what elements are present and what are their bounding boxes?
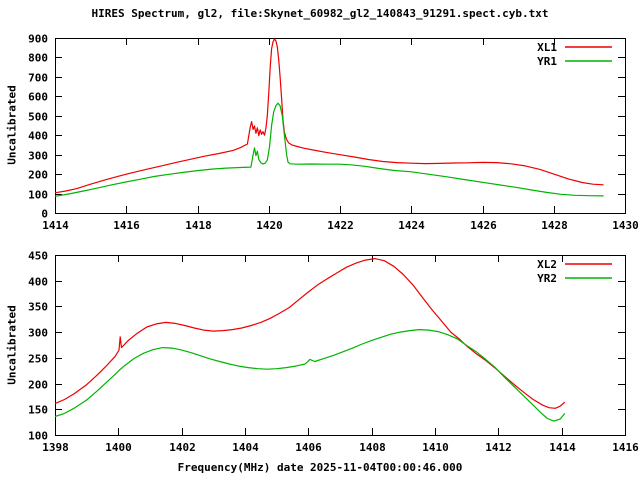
series-XL1-line [54,38,604,194]
y-tick-label: 450 [28,250,48,263]
x-axis-ticks [55,38,626,213]
x-tick-label: 1408 [359,441,386,454]
y-tick-label: 800 [28,52,48,65]
y-tick-label: 0 [41,208,48,221]
legend-label-XL1: XL1 [537,41,557,54]
y-tick-label: 700 [28,72,48,85]
y-tick-label: 600 [28,91,48,104]
y-tick-label: 100 [28,189,48,202]
legend-label-YR1: YR1 [537,55,557,68]
x-tick-label: 1424 [398,219,425,232]
x-tick-label: 1416 [113,219,140,232]
series-YR1-line [54,102,604,197]
y-tick-label: 400 [28,130,48,143]
bottom-spectrum-chart: 1398 1400 1402 1404 1406 1408 1410 1412 1414 1416… [28,250,639,455]
y-tick-label: 250 [28,353,48,366]
series-YR2-line [54,329,566,422]
y-tick-label: 400 [28,276,48,289]
x-tick-label: 1426 [470,219,497,232]
chart-title: HIRES Spectrum, gl2, file:Skynet_60982_g… [91,7,549,20]
legend-label-YR2: YR2 [537,272,557,285]
x-tick-label: 1422 [327,219,354,232]
top-spectrum-chart: 1414 1416 1418 1420 1422 1424 1426 1428 1430 0 100… [28,33,639,233]
legend-label-XL2: XL2 [537,258,557,271]
y-tick-label: 300 [28,327,48,340]
y-axis-ticks [55,38,625,214]
y-axis-ticks [55,255,625,436]
y-tick-label: 150 [28,404,48,417]
x-tick-label: 1416 [612,441,639,454]
x-axis-label: Frequency(MHz) date 2025-11-04T00:00:46.… [177,461,463,474]
x-tick-label: 1420 [256,219,283,232]
x-tick-label: 1398 [42,441,69,454]
y-tick-label: 350 [28,301,48,314]
y-tick-label: 100 [28,430,48,443]
x-tick-label: 1406 [295,441,322,454]
x-tick-label: 1410 [422,441,449,454]
x-tick-label: 1400 [105,441,132,454]
y-tick-label: 200 [28,169,48,182]
x-axis-ticks [55,255,626,435]
x-tick-label: 1412 [485,441,512,454]
x-tick-label: 1418 [185,219,212,232]
x-tick-label: 1404 [232,441,259,454]
x-tick-label: 1414 [42,219,69,232]
series-XL2-line [54,258,566,409]
x-tick-label: 1428 [541,219,568,232]
plot-frame [55,255,626,436]
x-tick-label: 1402 [169,441,196,454]
y-tick-label: 900 [28,33,48,46]
y-tick-label: 300 [28,150,48,163]
y-tick-label: 200 [28,379,48,392]
y-tick-label: 500 [28,111,48,124]
x-tick-label: 1430 [612,219,639,232]
x-tick-label: 1414 [549,441,576,454]
